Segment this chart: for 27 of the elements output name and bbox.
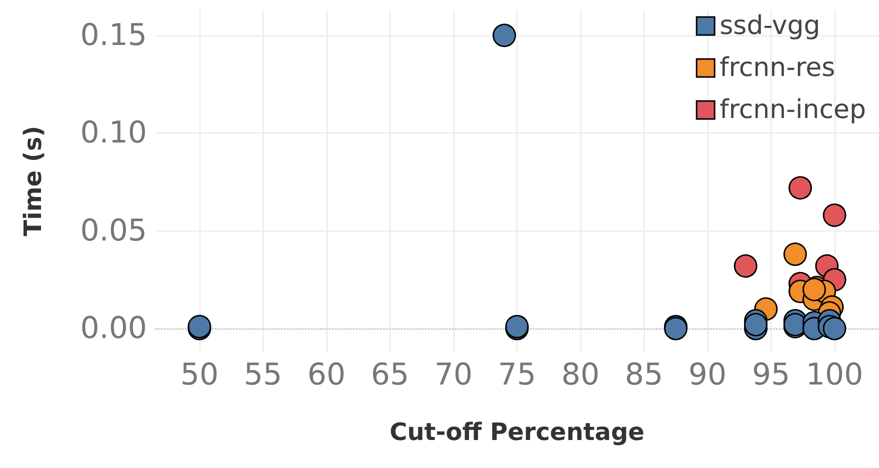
x-tick-label: 95 [752, 358, 790, 392]
x-axis-title: Cut-off Percentage [390, 418, 644, 446]
y-tick-label: 0.10 [80, 116, 147, 151]
y-tick-label: 0.05 [80, 213, 147, 248]
y-tick-label: 0.15 [80, 18, 147, 53]
x-tick-label: 50 [180, 358, 219, 392]
x-tick-label: 80 [561, 358, 600, 392]
point [783, 242, 807, 266]
legend-label: frcnn-incep [720, 95, 866, 125]
x-tick-label: 90 [688, 358, 727, 392]
x-tick-label: 75 [498, 358, 536, 392]
x-tick-label: 85 [624, 358, 664, 392]
legend-label: ssd-vgg [720, 11, 820, 41]
point [734, 254, 758, 278]
point [788, 176, 812, 200]
point [822, 203, 846, 227]
point [744, 312, 768, 336]
x-tick-label: 100 [806, 358, 864, 392]
x-tick-label: 70 [434, 358, 473, 392]
x-tick-label: 65 [370, 358, 410, 392]
x-tick-label: 55 [244, 358, 282, 392]
y-tick-label: 0.00 [80, 311, 147, 346]
legend-label: frcnn-res [720, 53, 836, 83]
x-tick-label: 60 [307, 358, 346, 392]
y-axis-title: Time (s) [19, 126, 47, 236]
point [492, 24, 516, 48]
point [822, 316, 846, 340]
